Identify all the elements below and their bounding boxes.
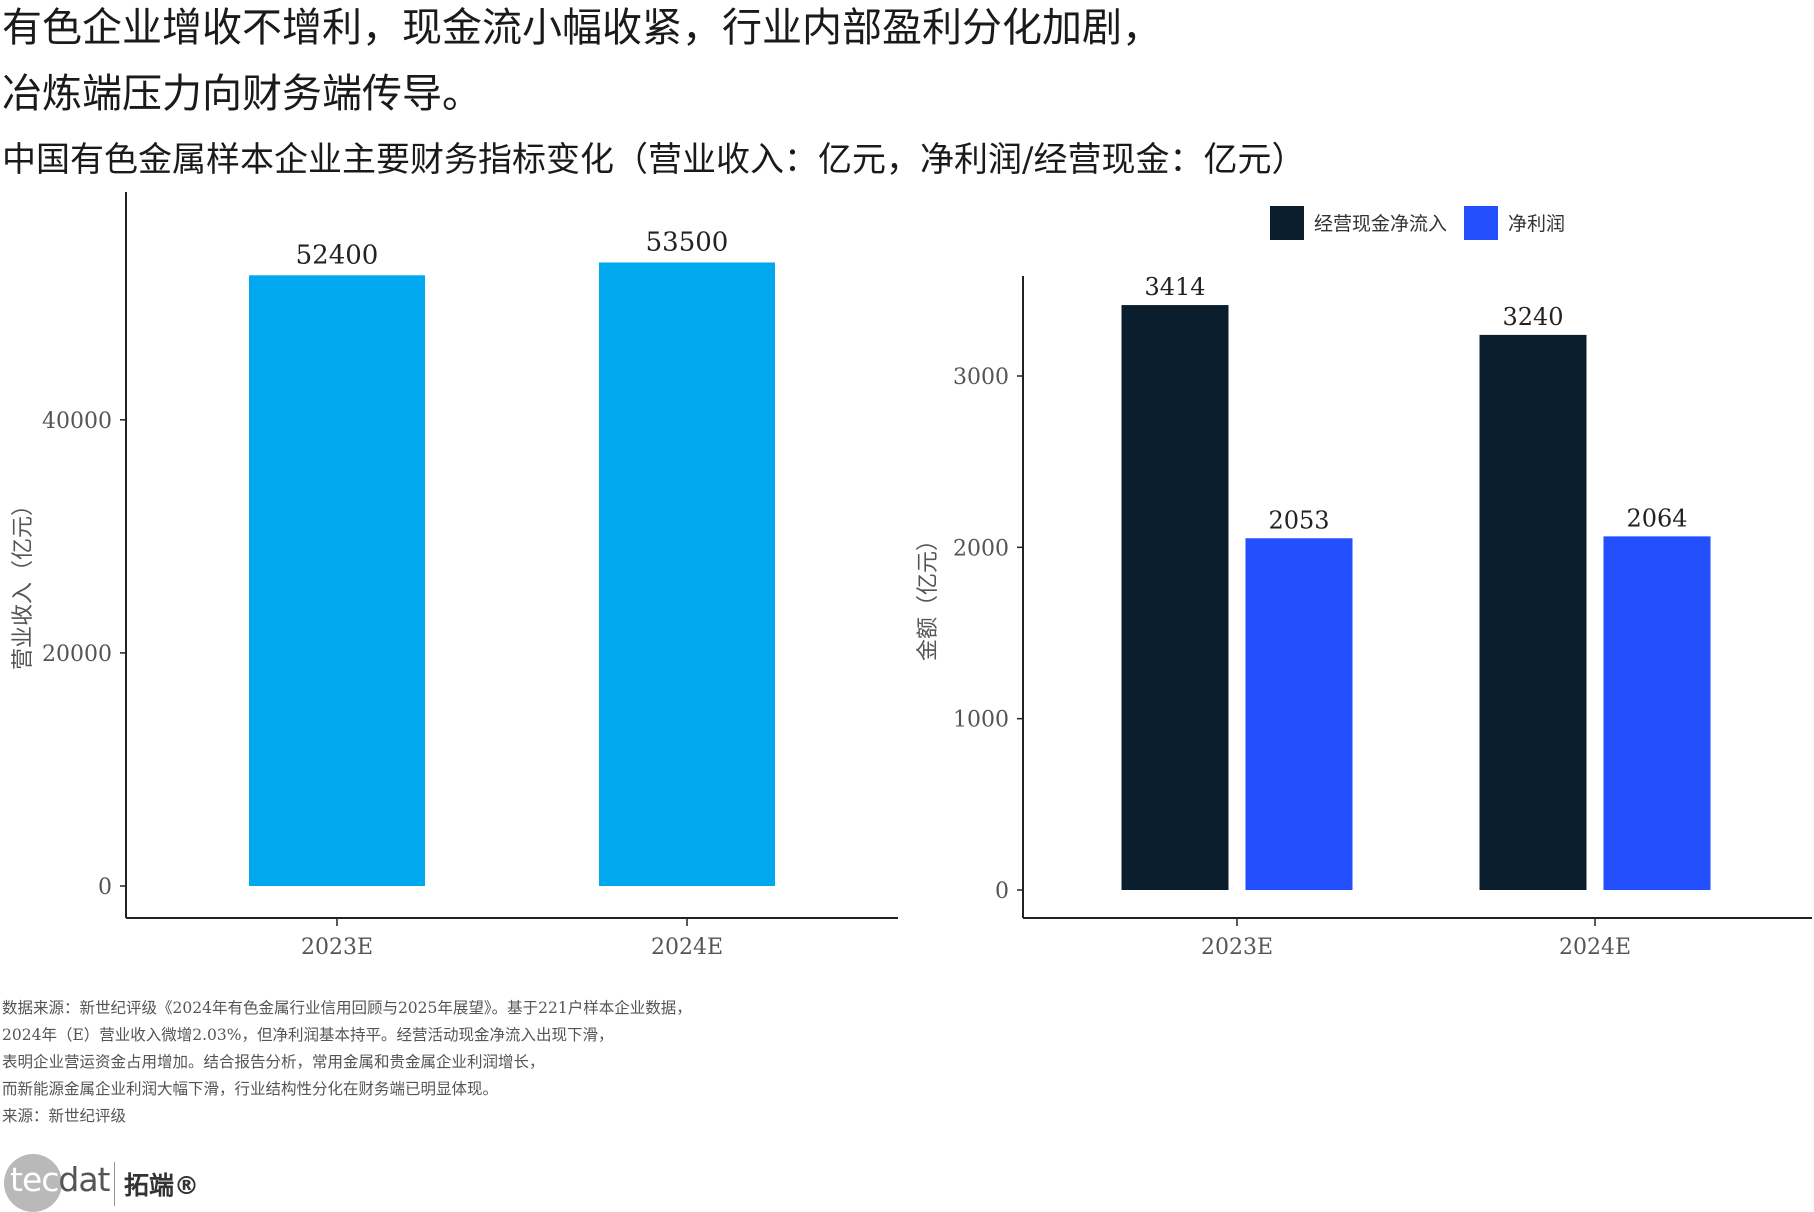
y-tick-label: 20000: [42, 642, 112, 667]
y-tick-label: 40000: [42, 409, 112, 434]
logo-divider: [114, 1162, 115, 1206]
note-line: 数据来源：新世纪评级《2024年有色金属行业信用回顾与2025年展望》。基于22…: [2, 999, 692, 1017]
logo-circle: [4, 1154, 62, 1212]
logo-wordmark-a: tec: [10, 1160, 59, 1199]
y-tick-label: 3000: [953, 365, 1009, 390]
bar-value-label: 3414: [1144, 273, 1205, 301]
cash-flow-bar: [1121, 305, 1229, 890]
revenue-bar: [599, 262, 775, 886]
x-tick-label: 2024E: [651, 935, 723, 960]
logo-wordmark-b: dat: [58, 1160, 110, 1199]
bar-value-label: 52400: [296, 240, 379, 270]
legend-label-cash: 经营现金净流入: [1314, 213, 1447, 235]
bar-value-label: 2064: [1626, 504, 1687, 532]
legend-label-profit: 净利润: [1508, 213, 1565, 235]
bar-value-label: 2053: [1268, 506, 1329, 534]
y-tick-label: 1000: [953, 708, 1009, 733]
source-notes: 数据来源：新世纪评级《2024年有色金属行业信用回顾与2025年展望》。基于22…: [2, 995, 692, 1130]
x-tick-label: 2023E: [301, 935, 373, 960]
bar-value-label: 3240: [1502, 303, 1563, 331]
y-axis-title: 金额（亿元）: [916, 529, 941, 661]
y-tick-label: 2000: [953, 536, 1009, 561]
note-line: 2024年（E）营业收入微增2.03%，但净利润基本持平。经营活动现金净流入出现…: [2, 1026, 614, 1044]
net-profit-bar: [1603, 536, 1711, 890]
y-tick-label: 0: [995, 879, 1009, 904]
note-line: 而新能源金属企业利润大幅下滑，行业结构性分化在财务端已明显体现。: [2, 1080, 499, 1098]
revenue-bar: [249, 275, 425, 886]
legend-swatch-profit: [1464, 206, 1498, 240]
y-axis-title: 营业收入（亿元）: [11, 494, 36, 670]
net-profit-bar: [1245, 538, 1353, 890]
x-tick-label: 2023E: [1201, 935, 1273, 960]
y-tick-label: 0: [98, 875, 112, 900]
headline-line-1: 有色企业增收不增利，现金流小幅收紧，行业内部盈利分化加剧，: [2, 5, 1162, 51]
cash-profit-bar-chart: 0 1000 2000 3000 3414 2053 2023E 3240 2064 2024E 金…: [916, 206, 1812, 960]
chart-subtitle: 中国有色金属样本企业主要财务指标变化（营业收入：亿元，净利润/经营现金：亿元）: [2, 140, 1306, 180]
revenue-bar-chart: 0 20000 40000 52400 2023E 53500 2024E 营业收入（亿元）: [11, 192, 898, 960]
logo-chinese-name: 拓端®: [124, 1171, 200, 1200]
logo-wordmark: tecdat: [10, 1160, 111, 1199]
headline-line-2: 冶炼端压力向财务端传导。: [2, 71, 482, 117]
cash-flow-bar: [1479, 334, 1587, 890]
x-tick-label: 2024E: [1559, 935, 1631, 960]
note-source: 来源：新世纪评级: [2, 1107, 127, 1125]
legend-swatch-cash: [1270, 206, 1304, 240]
bar-value-label: 53500: [646, 227, 729, 257]
note-line: 表明企业营运资金占用增加。结合报告分析，常用金属和贵金属企业利润增长，: [2, 1053, 545, 1071]
